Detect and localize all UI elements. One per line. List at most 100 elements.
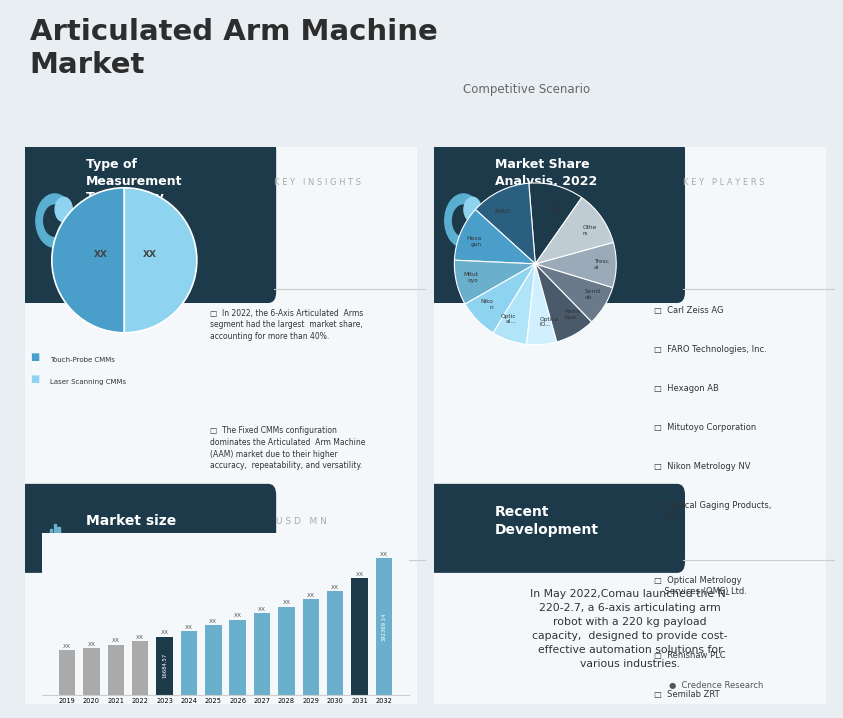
Text: 392369.14: 392369.14: [381, 612, 386, 640]
Text: Optica
lO...: Optica lO...: [540, 317, 559, 327]
Wedge shape: [52, 188, 125, 332]
Wedge shape: [535, 264, 613, 322]
Wedge shape: [125, 188, 197, 332]
Text: Othe
rs: Othe rs: [583, 225, 597, 236]
Text: Articulated Arm Machine
Market: Articulated Arm Machine Market: [30, 18, 438, 80]
Text: Touch-Probe CMMs: Touch-Probe CMMs: [51, 358, 115, 363]
Text: □  Hexagon AB: □ Hexagon AB: [653, 383, 718, 393]
Text: ●  Credence Research: ● Credence Research: [669, 681, 764, 690]
Text: Market size: Market size: [86, 514, 176, 528]
Text: XX: XX: [137, 635, 144, 640]
Text: □  Optical Metrology
    Services (OMS) Ltd.: □ Optical Metrology Services (OMS) Ltd.: [653, 576, 747, 596]
FancyBboxPatch shape: [18, 484, 277, 573]
Text: K E Y   P L A Y E R S: K E Y P L A Y E R S: [683, 178, 765, 187]
Text: □  The Portable CMMs segment is
experiencing the highest CAGR.: □ The Portable CMMs segment is experienc…: [210, 578, 339, 599]
FancyBboxPatch shape: [427, 139, 685, 303]
Bar: [254, 613, 271, 695]
Circle shape: [447, 505, 480, 551]
Bar: [53, 524, 56, 539]
Bar: [376, 558, 392, 695]
Bar: [327, 591, 343, 695]
Text: □  FARO Technologies, Inc.: □ FARO Technologies, Inc.: [653, 345, 766, 354]
Text: Laser Scanning CMMs: Laser Scanning CMMs: [51, 379, 126, 385]
Text: □  The top players include Carl Zeiss AG,
FARO Technologies, Inc., Hexagon
AB,an: □ The top players include Carl Zeiss AG,…: [210, 661, 368, 694]
Text: XX: XX: [380, 552, 388, 557]
Text: XX: XX: [307, 593, 314, 598]
Text: Semil
ab: Semil ab: [585, 289, 602, 299]
Bar: [303, 600, 319, 695]
Text: ■: ■: [30, 374, 40, 384]
Text: XX: XX: [160, 630, 169, 635]
Text: XX: XX: [142, 250, 157, 259]
Text: XX: XX: [88, 642, 95, 646]
Text: In May 2022,Comau launched the N-
220-2.7, a 6-axis articulating arm
robot with : In May 2022,Comau launched the N- 220-2.…: [530, 589, 730, 668]
Text: □  Semilab ZRT: □ Semilab ZRT: [653, 690, 719, 699]
Wedge shape: [493, 264, 535, 345]
Text: K E Y   I N S I G H T S: K E Y I N S I G H T S: [274, 178, 361, 187]
Text: XX: XX: [258, 607, 266, 612]
Text: XX: XX: [185, 625, 193, 630]
Text: □  Renishaw PLC: □ Renishaw PLC: [653, 651, 725, 660]
Text: ■: ■: [30, 353, 40, 363]
Text: □  Mitutoyo Corporation: □ Mitutoyo Corporation: [653, 423, 756, 432]
Text: Mitut
oyo: Mitut oyo: [464, 272, 479, 283]
Bar: [83, 648, 99, 695]
Wedge shape: [529, 183, 582, 264]
Text: FARO: FARO: [494, 209, 509, 214]
FancyBboxPatch shape: [427, 484, 685, 573]
Bar: [108, 645, 124, 695]
Wedge shape: [465, 264, 535, 333]
Bar: [50, 529, 52, 539]
Text: XX: XX: [234, 613, 242, 618]
Text: XX: XX: [112, 638, 120, 643]
Wedge shape: [535, 264, 592, 342]
Text: Competitive Scenario: Competitive Scenario: [464, 83, 590, 95]
Text: Carl
Zeiss: Carl Zeiss: [550, 202, 566, 213]
Bar: [59, 651, 75, 695]
Circle shape: [445, 194, 482, 247]
Text: XX: XX: [94, 250, 108, 259]
Text: □  Carl Zeiss AG: □ Carl Zeiss AG: [653, 306, 723, 314]
Text: □  In 2022, the 6-Axis Articulated  Arms
segment had the largest  market share,
: □ In 2022, the 6-Axis Articulated Arms s…: [210, 309, 362, 341]
Text: XX: XX: [282, 600, 291, 605]
Wedge shape: [535, 197, 614, 264]
Bar: [156, 637, 173, 695]
Text: □  Nikon Metrology NV: □ Nikon Metrology NV: [653, 462, 750, 470]
Text: Niko
n: Niko n: [481, 299, 493, 310]
Text: Recent
Development: Recent Development: [495, 505, 599, 537]
Bar: [57, 527, 60, 539]
Text: Tresc
al: Tresc al: [593, 259, 609, 270]
Text: U S D   M N: U S D M N: [277, 517, 327, 526]
Wedge shape: [454, 260, 535, 304]
Bar: [205, 625, 222, 695]
FancyBboxPatch shape: [427, 136, 834, 715]
Circle shape: [36, 194, 73, 247]
Wedge shape: [454, 210, 535, 264]
Wedge shape: [527, 264, 556, 345]
Text: Hexa
gon: Hexa gon: [466, 236, 481, 247]
Text: XX: XX: [209, 619, 217, 624]
Text: Type of
Measurement
Technology: Type of Measurement Technology: [86, 158, 183, 205]
Circle shape: [44, 205, 66, 236]
Circle shape: [38, 505, 71, 551]
FancyBboxPatch shape: [18, 136, 425, 715]
Text: XX: XX: [331, 584, 339, 589]
Circle shape: [40, 507, 70, 549]
Bar: [180, 631, 197, 695]
Text: 16684.57: 16684.57: [162, 653, 167, 679]
Bar: [352, 579, 368, 695]
Bar: [132, 641, 148, 695]
Circle shape: [55, 197, 72, 222]
Text: □  Optical Gaging Products,
    Inc.: □ Optical Gaging Products, Inc.: [653, 500, 771, 521]
Text: Renis
haw: Renis haw: [564, 309, 580, 320]
Circle shape: [464, 197, 481, 222]
Text: XX: XX: [63, 644, 71, 649]
Text: XX: XX: [356, 572, 363, 577]
Bar: [278, 607, 295, 695]
Bar: [229, 620, 246, 695]
FancyBboxPatch shape: [18, 139, 277, 303]
Text: Market Share
Analysis, 2022: Market Share Analysis, 2022: [495, 158, 597, 188]
Circle shape: [453, 205, 475, 236]
Wedge shape: [535, 243, 616, 287]
Wedge shape: [475, 183, 535, 264]
